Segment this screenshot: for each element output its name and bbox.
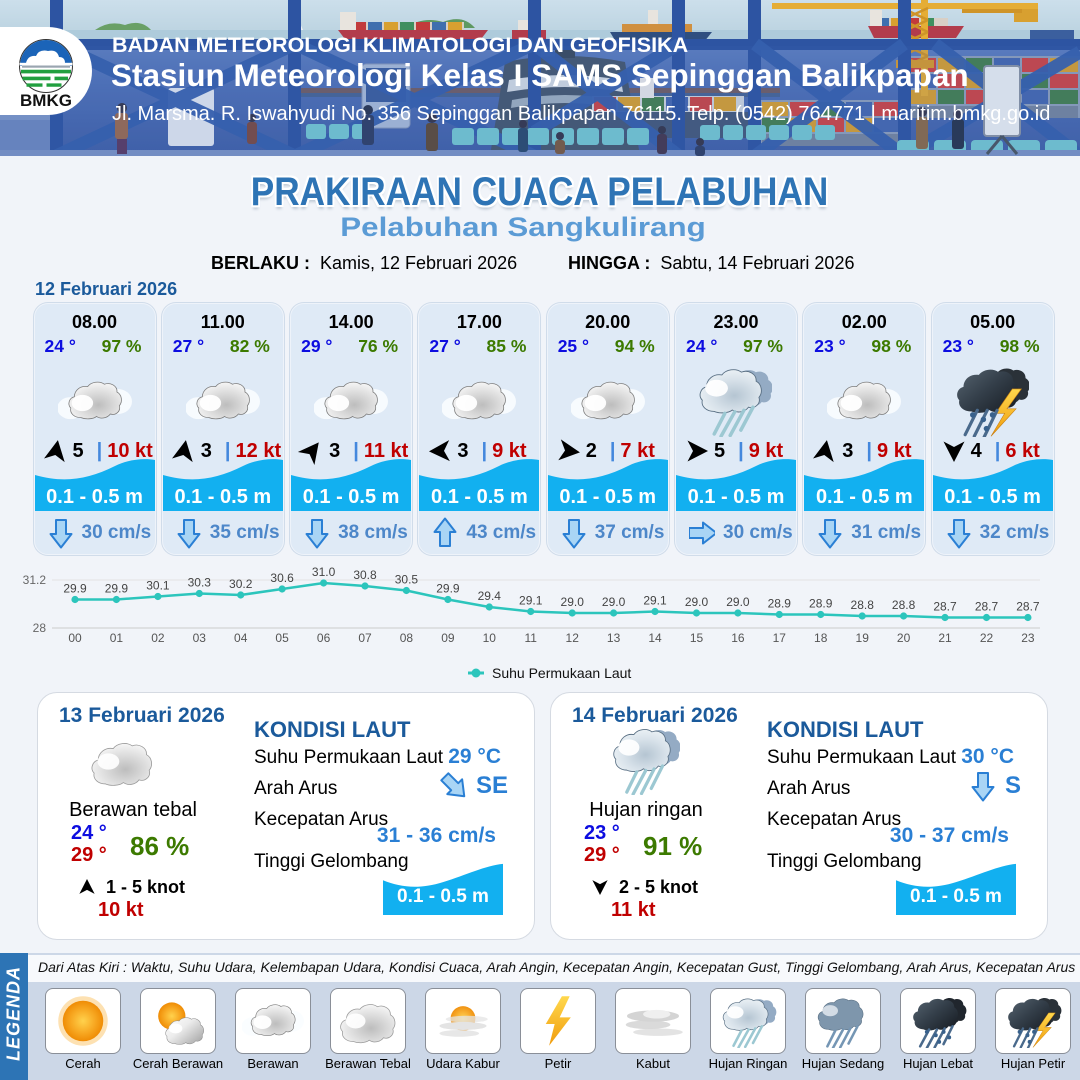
svg-text:31.0: 31.0 xyxy=(312,565,336,579)
svg-text:11: 11 xyxy=(524,631,537,645)
svg-text:28.8: 28.8 xyxy=(892,598,916,612)
svg-text:29.0: 29.0 xyxy=(726,595,750,609)
svg-text:30.6: 30.6 xyxy=(270,571,294,585)
svg-text:03: 03 xyxy=(193,631,207,645)
svg-text:BMKG: BMKG xyxy=(20,91,72,110)
svg-text:30.3: 30.3 xyxy=(188,576,212,590)
svg-text:20: 20 xyxy=(897,631,911,645)
svg-text:21: 21 xyxy=(938,631,952,645)
svg-text:16: 16 xyxy=(731,631,745,645)
svg-text:14: 14 xyxy=(648,631,662,645)
svg-text:28.7: 28.7 xyxy=(975,600,999,614)
svg-text:29.0: 29.0 xyxy=(561,595,585,609)
svg-text:05: 05 xyxy=(275,631,289,645)
svg-text:22: 22 xyxy=(980,631,994,645)
svg-text:02: 02 xyxy=(151,631,165,645)
svg-text:29.1: 29.1 xyxy=(643,594,667,608)
svg-text:31.2: 31.2 xyxy=(23,573,47,587)
svg-text:BADAN METEOROLOGI KLIMATOLOGI: BADAN METEOROLOGI KLIMATOLOGI DAN GEOFIS… xyxy=(112,33,688,57)
svg-text:09: 09 xyxy=(441,631,455,645)
svg-text:06: 06 xyxy=(317,631,331,645)
svg-text:Jl. Marsma. R. Iswahyudi No. 3: Jl. Marsma. R. Iswahyudi No. 356 Sepingg… xyxy=(112,103,1050,125)
svg-text:30.1: 30.1 xyxy=(146,579,170,593)
svg-text:28.9: 28.9 xyxy=(768,597,792,611)
svg-text:28: 28 xyxy=(33,621,47,635)
svg-text:30.8: 30.8 xyxy=(353,568,377,582)
svg-text:28.7: 28.7 xyxy=(933,600,957,614)
svg-text:01: 01 xyxy=(110,631,124,645)
svg-text:07: 07 xyxy=(358,631,372,645)
svg-text:Stasiun Meteorologi Kelas I SA: Stasiun Meteorologi Kelas I SAMS Sepingg… xyxy=(111,57,969,93)
svg-text:19: 19 xyxy=(856,631,870,645)
svg-text:29.0: 29.0 xyxy=(685,595,709,609)
svg-text:29.9: 29.9 xyxy=(63,582,87,596)
svg-text:08: 08 xyxy=(400,631,414,645)
svg-text:30.5: 30.5 xyxy=(395,573,419,587)
svg-text:18: 18 xyxy=(814,631,828,645)
svg-text:29.0: 29.0 xyxy=(602,595,626,609)
svg-text:00: 00 xyxy=(68,631,82,645)
svg-text:29.9: 29.9 xyxy=(436,582,460,596)
svg-text:17: 17 xyxy=(773,631,787,645)
svg-text:10: 10 xyxy=(483,631,497,645)
svg-text:28.9: 28.9 xyxy=(809,597,833,611)
svg-text:29.9: 29.9 xyxy=(105,582,129,596)
svg-text:30.2: 30.2 xyxy=(229,577,253,591)
svg-text:04: 04 xyxy=(234,631,248,645)
svg-text:29.4: 29.4 xyxy=(478,589,502,603)
svg-text:23: 23 xyxy=(1021,631,1035,645)
svg-text:15: 15 xyxy=(690,631,704,645)
svg-text:28.7: 28.7 xyxy=(1016,600,1040,614)
svg-text:28.8: 28.8 xyxy=(851,598,875,612)
svg-text:Suhu Permukaan Laut: Suhu Permukaan Laut xyxy=(492,665,631,681)
svg-text:12: 12 xyxy=(566,631,580,645)
svg-text:29.1: 29.1 xyxy=(519,594,543,608)
svg-text:13: 13 xyxy=(607,631,621,645)
